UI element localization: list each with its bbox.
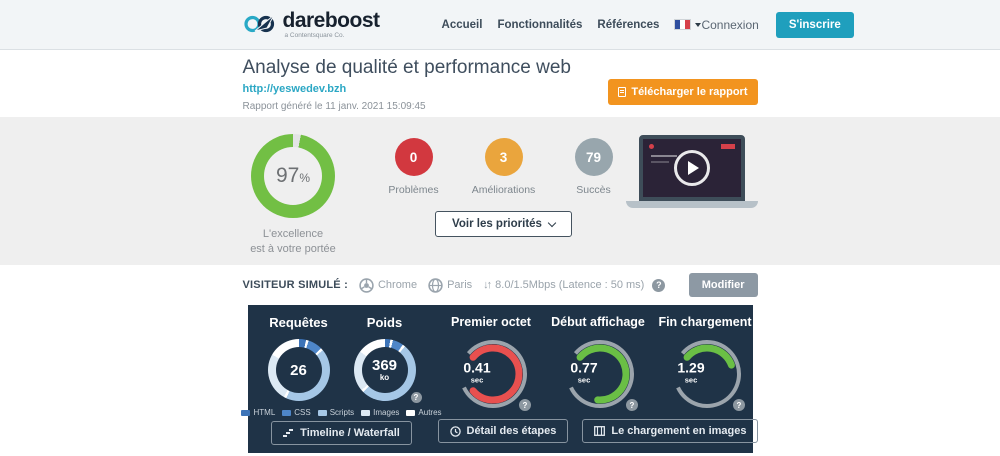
report-header: Analyse de qualité et performance web ht… [0, 50, 1000, 117]
nav-links: Accueil Fonctionnalités Références [442, 19, 702, 31]
timings-section: Premier octet 0.41 sec ? Déb [437, 315, 759, 445]
weight-value: 369 [371, 357, 398, 374]
weight-unit: ko [379, 373, 390, 382]
screen-text-line [650, 161, 669, 163]
modifier-button[interactable]: Modifier [688, 273, 758, 297]
top-navbar: dareboost a Contentsquare Co. Accueil Fo… [0, 0, 1000, 50]
visitor-browser: Chrome [359, 277, 417, 293]
bandwidth-arrows-icon: ↓↑ [483, 279, 492, 291]
language-selector[interactable] [674, 19, 702, 30]
film-icon [594, 426, 606, 436]
brand-name: dareboost [282, 8, 381, 32]
signup-button[interactable]: S'inscrire [775, 11, 854, 38]
badge-succes: 79 Succès [562, 138, 626, 196]
problemes-label: Problèmes [388, 184, 439, 196]
timeline-waterfall-button[interactable]: Timeline / Waterfall [271, 421, 412, 445]
legend-css: CSS [282, 408, 311, 417]
report-date: Rapport généré le 11 janv. 2021 15:09:45 [242, 101, 426, 112]
clock-icon [449, 425, 461, 437]
help-icon[interactable]: ? [626, 399, 638, 411]
legend-autres: Autres [406, 408, 442, 417]
gauge-arc [462, 340, 527, 408]
gauge-value: 0.77 sec [570, 359, 598, 385]
score-section: 97% L'excellence est à votre portée 0 Pr… [0, 117, 1000, 265]
metrics-panel: Requêtes Poids 26 369 ko [241, 305, 759, 453]
score-caption: L'excellence est à votre portée [250, 228, 336, 255]
dareboost-logo-icon [243, 14, 274, 32]
score-value: 97% [275, 164, 311, 187]
analyzed-url-link[interactable]: http://yeswedev.bzh [242, 83, 347, 95]
resources-section: Requêtes Poids 26 369 ko [241, 315, 442, 445]
requests-title: Requêtes [269, 315, 328, 330]
gauge-arc [569, 340, 634, 408]
requests-count: 26 [290, 361, 307, 379]
chargement-images-button[interactable]: Le chargement en images [582, 419, 759, 443]
detail-etapes-label: Détail des étapes [466, 425, 557, 437]
help-icon[interactable]: ? [733, 399, 745, 411]
succes-count: 79 [574, 138, 613, 176]
gauge-value: 1.29 sec [677, 359, 705, 385]
gauge-title: Fin chargement [658, 315, 752, 329]
download-report-label: Télécharger le rapport [631, 86, 748, 98]
ameliorations-count: 3 [484, 138, 523, 176]
problemes-count: 0 [394, 138, 433, 176]
chargement-images-label: Le chargement en images [611, 425, 747, 437]
requests-donut: 26 [267, 339, 330, 401]
globe-icon [428, 277, 443, 293]
weight-donut: 369 ko [353, 339, 416, 401]
red-tag [720, 144, 735, 149]
weight-title: Poids [366, 315, 403, 330]
visitor-bandwidth: 8.0/1.5Mbps (Latence : 50 ms) [495, 279, 645, 291]
legend-images: Images [361, 408, 399, 417]
nav-item-references[interactable]: Références [597, 18, 660, 31]
visitor-label: VISITEUR SIMULÉ : [242, 279, 348, 291]
legend-scripts: Scripts [317, 408, 354, 417]
video-thumbnail[interactable] [625, 135, 758, 265]
laptop-base [625, 201, 758, 208]
connexion-link[interactable]: Connexion [701, 17, 759, 32]
timeline-waterfall-label: Timeline / Waterfall [300, 427, 400, 439]
simulated-visitor-bar: VISITEUR SIMULÉ : Chrome Paris ↓↑ 8.0/1.… [0, 265, 1000, 305]
chevron-down-icon [695, 22, 702, 27]
document-icon [618, 87, 627, 97]
download-report-button[interactable]: Télécharger le rapport [608, 79, 758, 105]
gauge-fin-chargement: Fin chargement 1.29 sec ? [652, 315, 759, 417]
badge-problemes: 0 Problèmes [382, 138, 446, 196]
gauge-arc [676, 340, 741, 408]
page-title: Analyse de qualité et performance web [242, 57, 571, 78]
voir-priorites-label: Voir les priorités [452, 218, 542, 230]
gauge-value: 0.41 sec [463, 359, 491, 385]
resources-legend: HTML CSS Scripts Images Autres [241, 408, 442, 417]
global-score-donut: 97% [251, 134, 335, 218]
brand-subtitle: a Contentsquare Co. [284, 31, 345, 39]
ameliorations-label: Améliorations [471, 184, 536, 196]
chrome-icon [359, 277, 374, 293]
help-icon[interactable]: ? [652, 278, 666, 292]
gauge-premier-octet: Premier octet 0.41 sec ? [438, 315, 545, 417]
detail-etapes-button[interactable]: Détail des étapes [437, 419, 569, 443]
waterfall-icon [283, 429, 294, 437]
badge-ameliorations: 3 Améliorations [472, 138, 536, 196]
french-flag-icon [674, 19, 692, 30]
gauge-title: Premier octet [451, 315, 531, 329]
legend-html: HTML [241, 408, 275, 417]
succes-label: Succès [576, 184, 611, 196]
help-icon[interactable]: ? [519, 399, 531, 411]
screen-text-line [650, 155, 677, 157]
record-dot [648, 144, 654, 149]
gauge-debut-affichage: Début affichage 0.77 sec ? [545, 315, 652, 417]
visitor-location: Paris [428, 277, 472, 293]
help-icon[interactable]: ? [410, 392, 422, 403]
nav-item-accueil[interactable]: Accueil [441, 18, 483, 31]
laptop-screen [638, 135, 745, 201]
play-icon[interactable] [673, 150, 710, 186]
voir-priorites-button[interactable]: Voir les priorités [435, 211, 572, 237]
dareboost-logo[interactable]: dareboost a Contentsquare Co. [243, 10, 380, 40]
nav-item-fonctionnalites[interactable]: Fonctionnalités [497, 18, 583, 31]
gauge-title: Début affichage [551, 315, 645, 329]
chevron-down-icon [547, 218, 557, 227]
